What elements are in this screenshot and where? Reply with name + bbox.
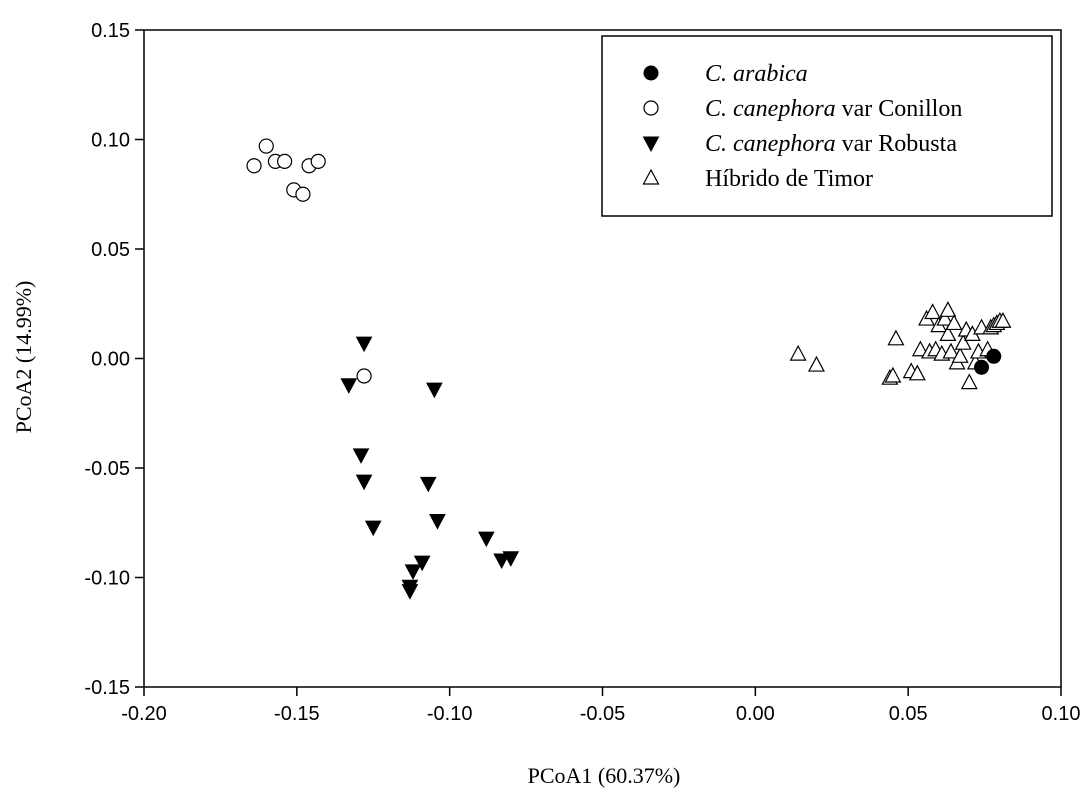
data-point — [258, 138, 274, 154]
data-point — [355, 336, 373, 353]
x-tick-label: -0.10 — [427, 703, 473, 725]
data-point — [951, 347, 969, 363]
y-tick-label: 0.05 — [91, 239, 130, 261]
y-axis-title: PCoA2 (14.99%) — [11, 281, 36, 434]
legend-label: C. canephora var Robusta — [705, 131, 957, 157]
data-point — [789, 344, 807, 361]
x-tick-label: 0.10 — [1042, 703, 1081, 725]
data-point — [974, 359, 990, 375]
data-point — [942, 342, 960, 359]
x-tick-label: 0.05 — [889, 703, 928, 725]
data-point — [478, 531, 495, 548]
data-point — [936, 309, 954, 326]
legend-box — [601, 35, 1053, 217]
y-tick-label: -0.15 — [84, 677, 130, 699]
data-point — [945, 314, 963, 331]
data-point — [364, 520, 382, 537]
data-point — [986, 348, 1002, 364]
legend-label-species: C. arabica — [705, 61, 808, 87]
y-axis: -0.15 -0.10 -0.05 0.00 0.05 0.10 0.15 — [84, 20, 144, 699]
y-tick-label: 0.10 — [91, 130, 130, 152]
legend-label-species: C. canephora — [705, 131, 836, 157]
legend-label: C. arabica — [705, 61, 808, 87]
x-tick-label: 0.00 — [736, 703, 775, 725]
data-point — [295, 186, 311, 202]
data-point — [807, 355, 825, 372]
legend-marker — [643, 100, 659, 116]
data-point — [954, 333, 972, 350]
x-tick-label: -0.15 — [274, 703, 320, 725]
legend-item: C. canephora var Robusta — [642, 131, 957, 157]
legend-label-variety: Híbrido de Timor — [705, 166, 873, 192]
legend-marker — [642, 136, 660, 153]
legend-item: Híbrido de Timor — [642, 166, 873, 192]
data-point — [246, 158, 262, 174]
legend-label: C. canephora var Conillon — [705, 96, 962, 122]
legend-label-species: C. canephora — [705, 96, 836, 122]
y-tick-label: -0.05 — [84, 458, 130, 480]
y-tick-label: 0.15 — [91, 20, 130, 42]
legend-item: C. canephora var Conillon — [643, 96, 962, 122]
data-point — [887, 329, 905, 346]
x-axis: -0.20 -0.15 -0.10 -0.05 0.00 0.05 0.10 — [121, 687, 1080, 725]
x-tick-label: -0.05 — [580, 703, 626, 725]
x-tick-label: -0.20 — [121, 703, 167, 725]
data-point — [939, 301, 957, 317]
x-axis-title: PCoA1 (60.37%) — [528, 763, 681, 788]
data-point — [994, 311, 1012, 328]
y-tick-label: 0.00 — [91, 349, 130, 371]
series-0 — [974, 348, 1002, 375]
data-point — [401, 584, 419, 600]
data-point — [340, 378, 358, 394]
legend-label-variety: var Robusta — [836, 131, 958, 157]
data-point — [426, 382, 443, 399]
series-2 — [340, 336, 520, 600]
legend-marker — [643, 65, 659, 81]
data-point — [419, 476, 437, 493]
legend-label: Híbrido de Timor — [705, 166, 873, 192]
data-point — [924, 303, 942, 320]
data-point — [352, 448, 370, 464]
legend-label-variety: var Conillon — [836, 96, 963, 122]
data-point — [884, 366, 902, 383]
data-point — [310, 153, 326, 169]
legend-item: C. arabica — [643, 61, 808, 87]
series-1 — [246, 138, 372, 384]
data-point — [502, 551, 520, 567]
data-point — [355, 474, 373, 491]
data-point — [911, 340, 929, 357]
data-point — [908, 364, 926, 381]
data-point — [356, 368, 372, 384]
data-point — [429, 514, 446, 530]
data-point — [404, 564, 422, 580]
legend-marker — [642, 168, 660, 185]
data-point — [939, 325, 957, 342]
y-tick-label: -0.10 — [84, 568, 130, 590]
data-point — [277, 153, 293, 169]
series-3 — [789, 301, 1012, 390]
data-point — [413, 555, 431, 572]
data-point — [493, 553, 510, 570]
data-point — [960, 373, 978, 390]
